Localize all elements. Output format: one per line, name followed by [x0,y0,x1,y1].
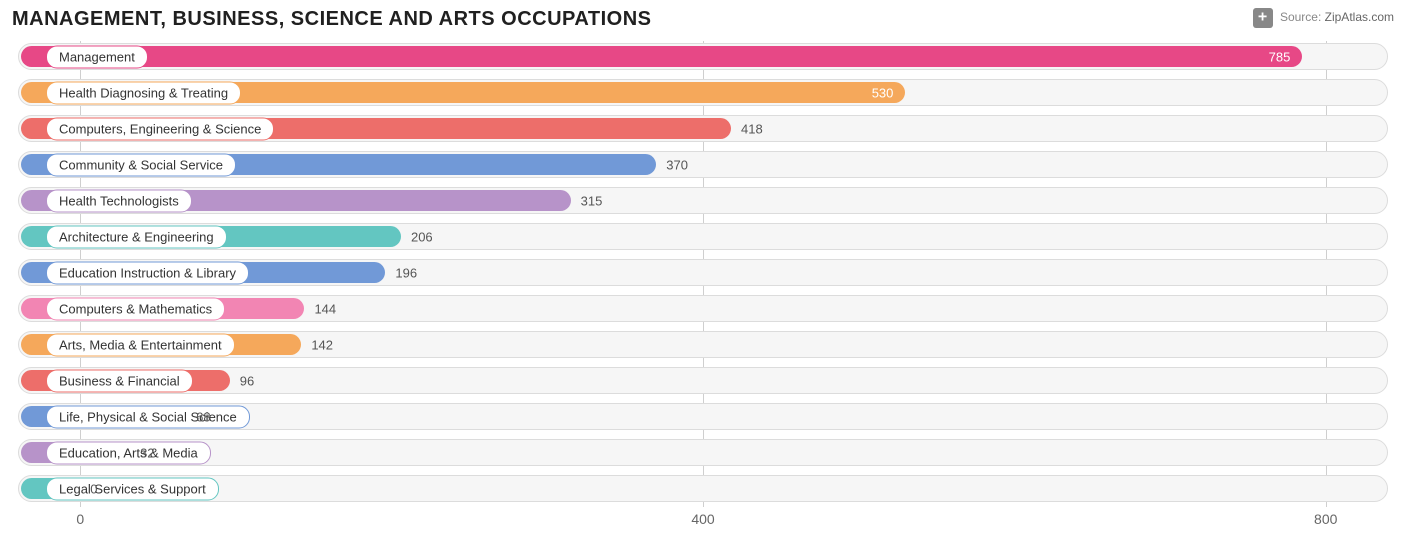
x-tick-label: 400 [691,511,714,527]
bar-row: Education Instruction & Library 196 [18,257,1388,288]
bar-value: 96 [240,373,254,388]
bar-value: 142 [311,337,333,352]
bar-label: Computers, Engineering & Science [46,117,274,140]
bar-row: Health Technologists 315 [18,185,1388,216]
bar-value: 32 [140,445,154,460]
bar-row: Management 785 [18,41,1388,72]
bar-row: Life, Physical & Social Science68 [18,401,1388,432]
bar-track [18,439,1388,466]
chart-title: MANAGEMENT, BUSINESS, SCIENCE AND ARTS O… [12,8,651,31]
bar-label: Business & Financial [46,369,193,392]
bar-value: 196 [395,265,417,280]
source-icon [1253,8,1273,28]
header: MANAGEMENT, BUSINESS, SCIENCE AND ARTS O… [12,8,1394,31]
bar-label: Life, Physical & Social Science [46,405,250,428]
bar-row: Community & Social Service 370 [18,149,1388,180]
bar-value: 144 [314,301,336,316]
bar-row: Business & Financial 96 [18,365,1388,396]
bar-label: Arts, Media & Entertainment [46,333,235,356]
chart-area: Management 785 Health Diagnosing & Treatin… [12,41,1394,541]
bar-label: Education Instruction & Library [46,261,249,284]
bar-value: 785 [1269,49,1291,64]
chart-plot: Management 785 Health Diagnosing & Treatin… [18,41,1388,507]
bar-track [18,475,1388,502]
bar-value: 370 [666,157,688,172]
bar-row: Arts, Media & Entertainment 142 [18,329,1388,360]
bar-value: 418 [741,121,763,136]
bar-label: Computers & Mathematics [46,297,225,320]
bar-label: Health Technologists [46,189,192,212]
x-axis: 0 400 800 [18,511,1388,531]
bar-value: 206 [411,229,433,244]
bar-fill [21,46,1302,67]
bar-row: Education, Arts & Media32 [18,437,1388,468]
bar-row: Legal Services & Support0 [18,473,1388,504]
source-name: ZipAtlas.com [1325,10,1394,24]
bar-label: Health Diagnosing & Treating [46,81,241,104]
bar-label: Architecture & Engineering [46,225,227,248]
source-label: Source: [1280,10,1321,24]
bar-row: Health Diagnosing & Treating 530 [18,77,1388,108]
bar-label: Management [46,45,148,68]
bar-value: 68 [196,409,210,424]
bar-label: Legal Services & Support [46,477,219,500]
x-tick-label: 800 [1314,511,1337,527]
bar-row: Computers, Engineering & Science 418 [18,113,1388,144]
bar-value: 315 [581,193,603,208]
x-tick-label: 0 [76,511,84,527]
bar-label: Community & Social Service [46,153,236,176]
bar-label: Education, Arts & Media [46,441,211,464]
bar-value: 530 [872,85,894,100]
bar-value: 0 [90,481,97,496]
bar-row: Architecture & Engineering 206 [18,221,1388,252]
source: Source: ZipAtlas.com [1253,8,1394,28]
bar-row: Computers & Mathematics 144 [18,293,1388,324]
